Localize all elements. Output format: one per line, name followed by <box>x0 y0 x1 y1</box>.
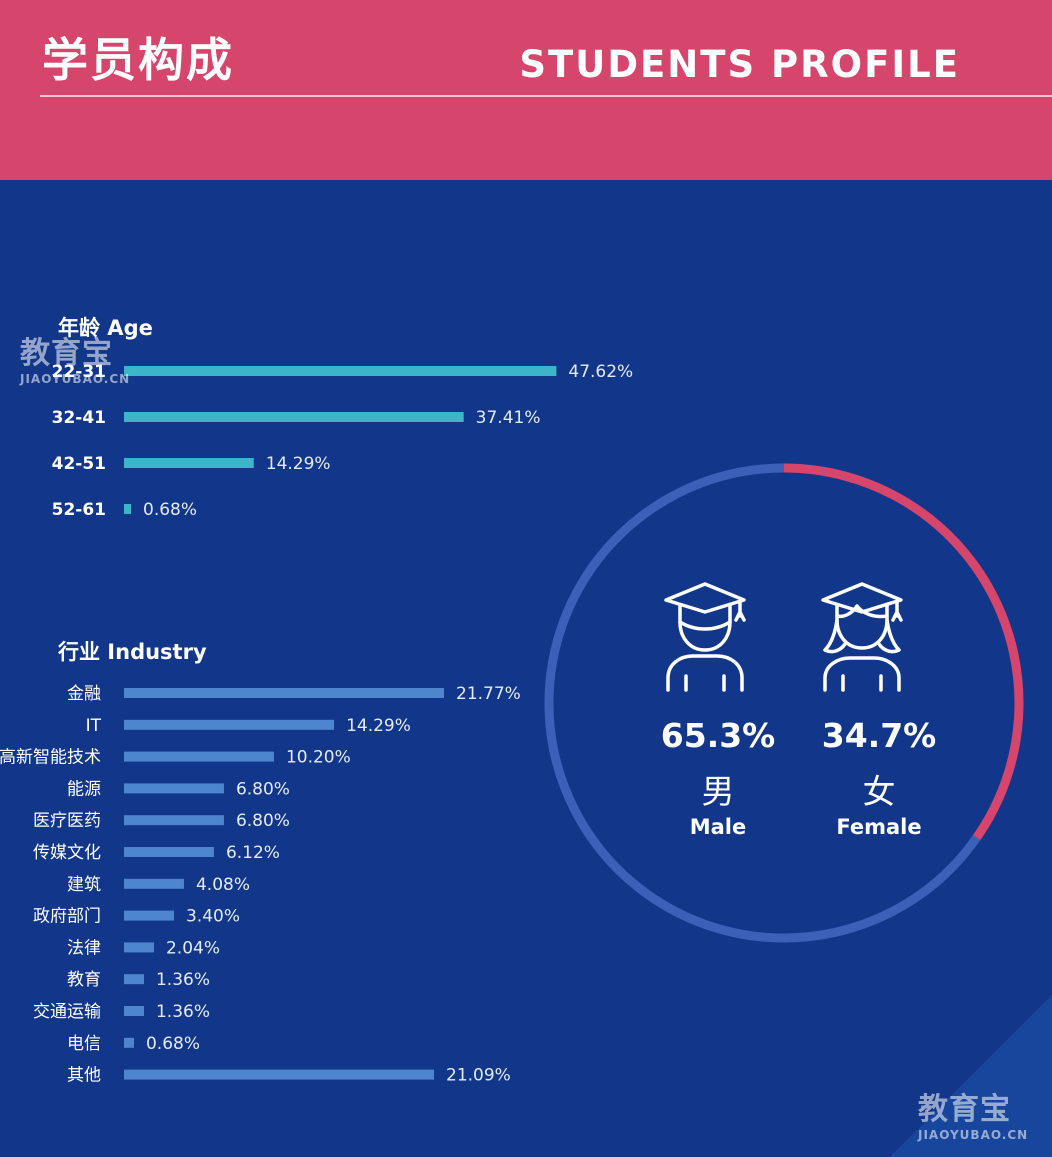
female-graduate-icon <box>821 582 903 692</box>
male-label-cn: 男 <box>701 772 735 811</box>
male-stat: 65.3% 男 Male <box>648 716 788 840</box>
value-label: 47.62% <box>568 362 633 382</box>
female-label-en: Female <box>836 815 922 839</box>
category-label: 32-41 <box>52 408 106 428</box>
value-label: 6.80% <box>236 779 290 799</box>
category-label: 医疗医药 <box>33 811 101 831</box>
category-label: 电信 <box>67 1034 101 1054</box>
value-label: 4.08% <box>196 875 250 895</box>
watermark-bottom: 教育宝 JIAOYUBAO.CN <box>918 1084 1028 1142</box>
bar <box>124 815 224 826</box>
value-label: 21.09% <box>446 1066 511 1086</box>
category-label: 能源 <box>67 779 101 799</box>
bar <box>124 942 154 953</box>
category-label: 交通运输 <box>33 1002 101 1022</box>
header-divider <box>40 95 1052 97</box>
watermark-url: JIAOYUBAO.CN <box>918 1128 1029 1142</box>
age-bar-chart: 22-31 47.62% 32-41 37.41% 42-51 14.29% 52-61 0.… <box>52 362 634 520</box>
male-graduate-icon <box>664 582 746 692</box>
age-chart-title: 年龄 Age <box>58 316 153 340</box>
category-label: 其他 <box>67 1066 101 1086</box>
bar <box>124 688 445 698</box>
female-label-cn: 女 <box>862 772 896 811</box>
bar <box>124 847 214 857</box>
category-label: 高新智能技术 <box>0 748 101 768</box>
value-label: 0.68% <box>143 500 197 520</box>
value-label: 14.29% <box>266 454 331 474</box>
page-title: 学员构成 <box>42 33 234 87</box>
value-label: 0.68% <box>146 1034 200 1054</box>
value-label: 1.36% <box>156 1002 210 1022</box>
value-label: 3.40% <box>186 907 240 927</box>
male-percent: 65.3% <box>660 716 776 755</box>
female-percent: 34.7% <box>821 716 937 755</box>
bar <box>124 1069 435 1080</box>
value-label: 21.77% <box>456 684 521 704</box>
category-label: 建筑 <box>67 875 101 895</box>
category-label: 法律 <box>67 938 101 958</box>
bar <box>124 366 557 376</box>
bar <box>124 412 464 422</box>
bar <box>124 974 144 985</box>
watermark-top: 教育宝 JIAOYUBAO.CN <box>20 328 130 386</box>
category-label: 传媒文化 <box>33 843 101 863</box>
industry-chart-title: 行业 Industry <box>58 640 207 664</box>
value-label: 14.29% <box>346 716 411 736</box>
bar <box>124 719 335 730</box>
category-label: 金融 <box>67 684 101 704</box>
industry-bar-chart: 金融 21.77% IT 14.29% 高新智能技术 10.20% 能源 6.80% 医疗医药 6… <box>0 684 521 1086</box>
female-arc <box>783 463 1024 841</box>
male-arc <box>544 463 981 943</box>
value-label: 10.20% <box>286 748 351 768</box>
bar <box>124 458 254 468</box>
bar <box>124 1006 144 1016</box>
watermark-logo: 教育宝 <box>20 336 113 371</box>
category-label: 52-61 <box>52 500 106 520</box>
value-label: 6.12% <box>226 843 280 863</box>
bar <box>124 1037 134 1048</box>
category-label: 22-31 <box>52 362 106 382</box>
category-label: 教育 <box>67 970 101 990</box>
value-label: 37.41% <box>476 408 541 428</box>
value-label: 1.36% <box>156 970 210 990</box>
category-label: IT <box>86 716 102 736</box>
header-banner: 学员构成 STUDENTS PROFILE <box>0 0 1052 180</box>
bar <box>124 878 184 889</box>
page-title-en: STUDENTS PROFILE <box>519 43 960 86</box>
value-label: 2.04% <box>166 938 220 958</box>
value-label: 6.80% <box>236 811 290 831</box>
bar <box>124 910 174 921</box>
bar <box>124 783 224 794</box>
male-label-en: Male <box>689 815 747 839</box>
category-label: 42-51 <box>52 454 106 474</box>
female-stat: 34.7% 女 Female <box>809 716 949 840</box>
bar <box>124 751 274 762</box>
watermark-url: JIAOYUBAO.CN <box>20 372 131 386</box>
bar <box>124 504 131 514</box>
watermark-logo: 教育宝 <box>918 1092 1011 1127</box>
category-label: 政府部门 <box>33 907 101 927</box>
